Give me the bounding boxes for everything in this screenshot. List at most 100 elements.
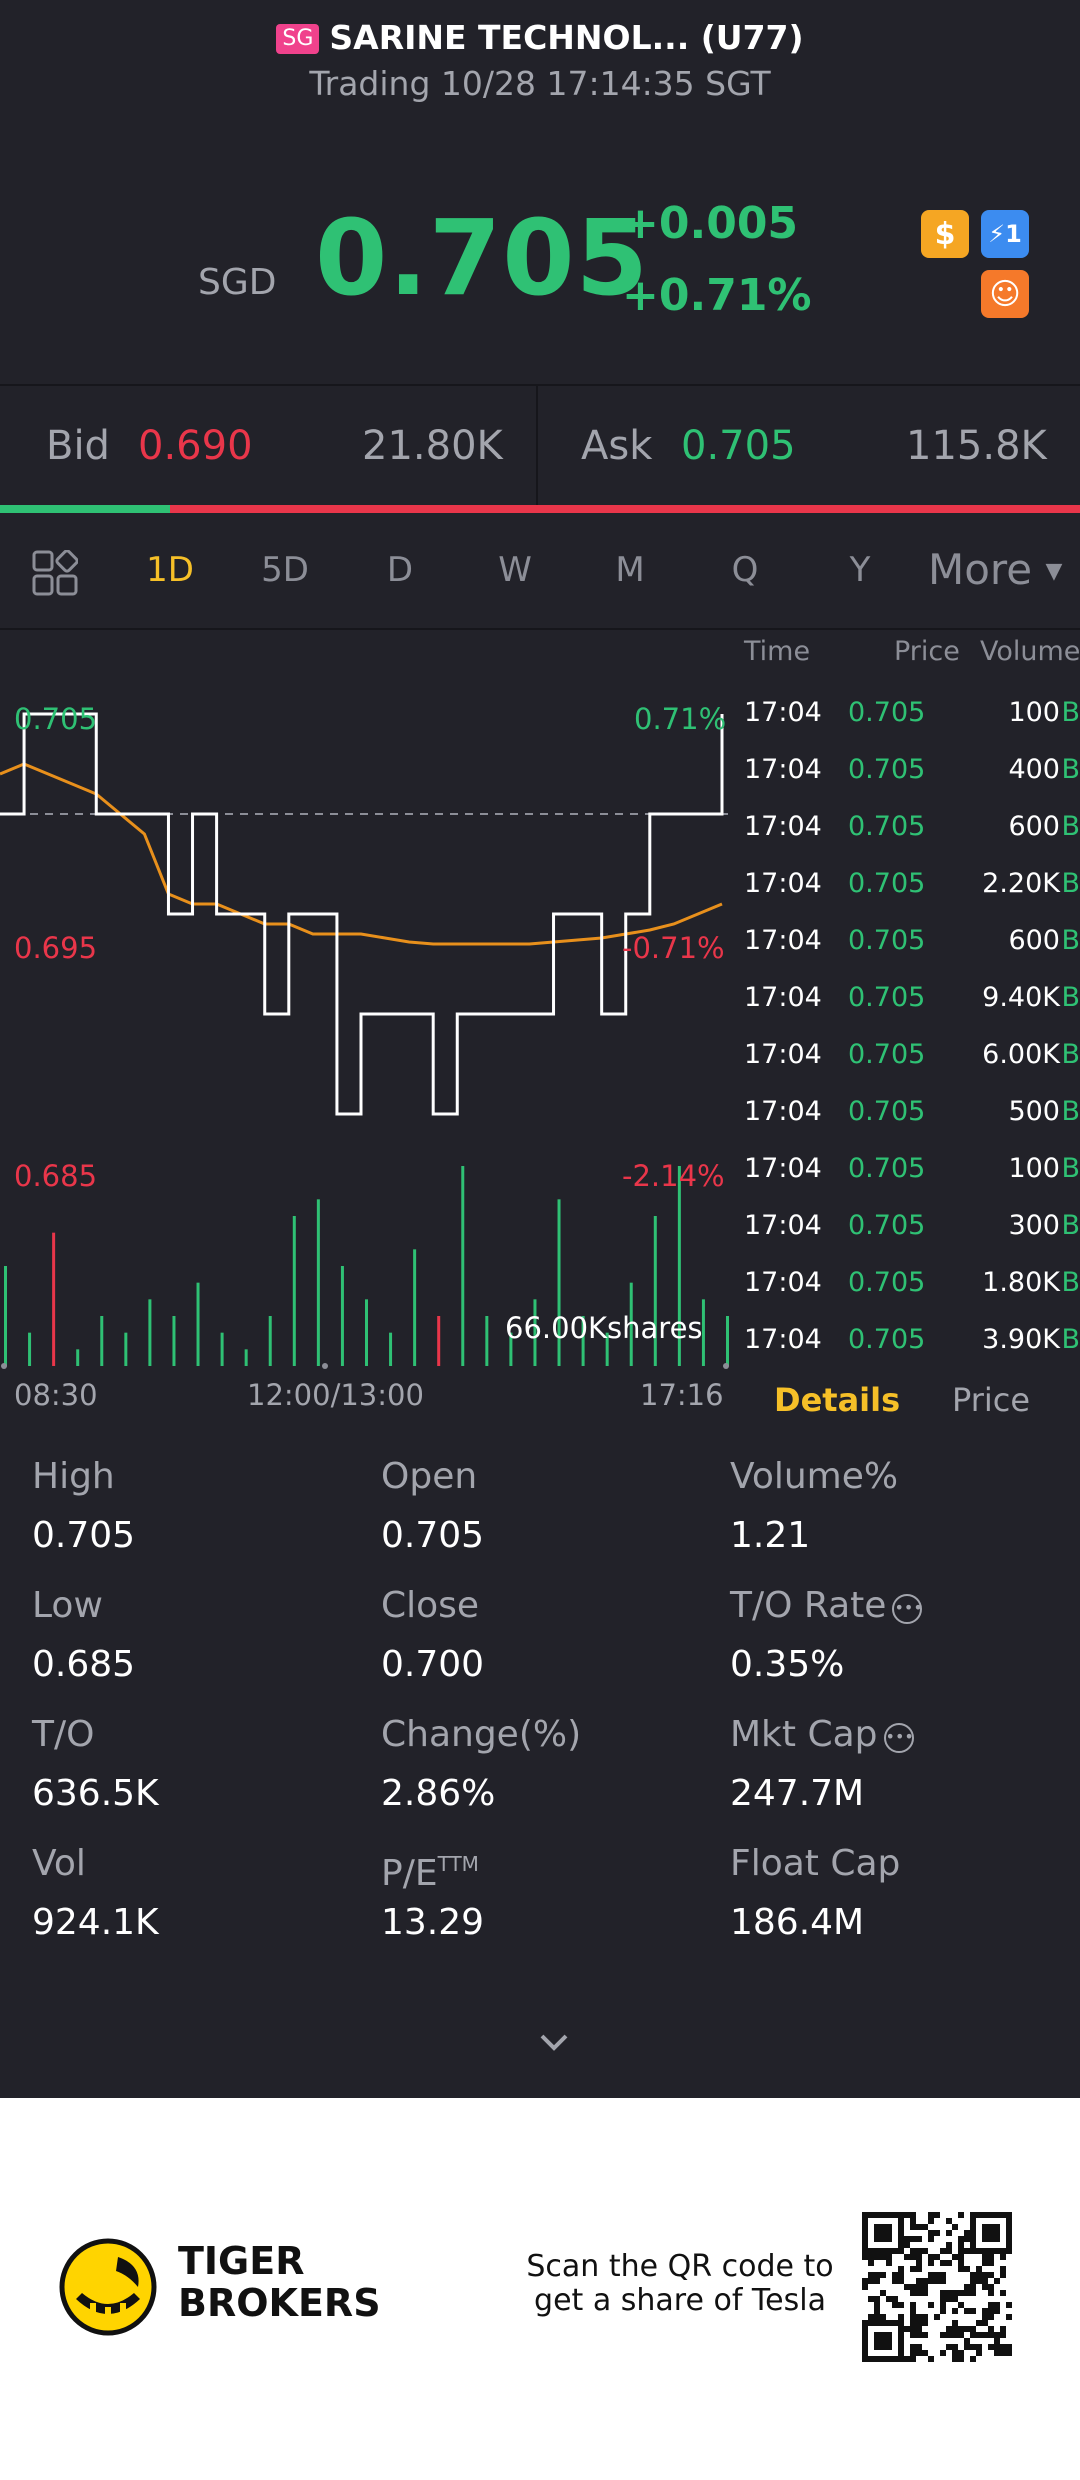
tab-5d[interactable]: 5D [261, 550, 309, 590]
stock-title: SARINE TECHNOL... (U77) [329, 18, 804, 57]
stat-volume-pct-value: 1.21 [730, 1515, 811, 1556]
chart-pct-top: 0.71% [634, 702, 727, 736]
qr-code [862, 2212, 1012, 2366]
scan-qr-caption: Scan the QR code to get a share of Tesla [526, 2249, 834, 2318]
ts-row: 17:04 0.705 3.90K B [740, 1311, 1080, 1368]
time-label-open: 08:30 [14, 1378, 98, 1412]
price-change: +0.005 [622, 198, 799, 249]
time-label-break: 12:00/13:00 [247, 1378, 424, 1412]
volume-bar [677, 1166, 681, 1366]
intraday-chart[interactable] [0, 630, 730, 1370]
ts-time: 17:04 [744, 697, 822, 728]
avg-price-line [0, 762, 723, 946]
stat-mkt-cap-label[interactable]: Mkt Cap ••• [730, 1714, 914, 1755]
time-label-now: 17:16 [640, 1378, 724, 1412]
volume-bar [4, 1266, 7, 1366]
ts-row: 17:04 0.705 400 B [740, 741, 1080, 798]
volume-bar [196, 1282, 200, 1366]
lightning-badge-icon[interactable]: ⚡1 [981, 210, 1029, 258]
bid-label: Bid [46, 423, 110, 469]
volume-bar [485, 1316, 489, 1366]
stat-high-label: High [32, 1456, 115, 1497]
ts-time: 17:04 [744, 1267, 822, 1298]
stat-to-rate-label[interactable]: T/O Rate ••• [730, 1585, 923, 1626]
volume-bar [557, 1199, 561, 1366]
volume-bar [268, 1316, 272, 1366]
ts-volume: 600 [1008, 925, 1060, 956]
tab-m[interactable]: M [615, 550, 645, 590]
stat-pe-label: P/ETTM [381, 1852, 479, 1894]
stat-low-value: 0.685 [32, 1644, 136, 1685]
volume-bar [52, 1232, 56, 1366]
trading-status: Trading 10/28 17:14:35 SGT [309, 64, 771, 103]
ts-time: 17:04 [744, 925, 822, 956]
dollar-badge-icon[interactable]: $ [921, 210, 969, 258]
ts-side: B [1061, 982, 1080, 1013]
ts-volume: 100 [1008, 1153, 1060, 1184]
volume-bar [340, 1266, 344, 1366]
ts-side: B [1061, 1039, 1080, 1070]
ts-price: 0.705 [848, 1324, 926, 1355]
ts-side: B [1061, 1324, 1080, 1355]
tab-q[interactable]: Q [731, 550, 759, 590]
ts-price: 0.705 [848, 1210, 926, 1241]
stat-change-pct-label: Change(%) [381, 1714, 582, 1755]
volume-scale-label: 66.00Kshares [505, 1311, 703, 1345]
ts-price: 0.705 [848, 811, 926, 842]
volume-bar [316, 1199, 320, 1366]
stat-float-cap-label: Float Cap [730, 1843, 901, 1884]
grid-menu-icon[interactable] [32, 549, 79, 600]
tab-1d[interactable]: 1D [146, 550, 194, 590]
volume-bar [292, 1216, 296, 1366]
tab-details[interactable]: Details [774, 1381, 901, 1419]
ts-time: 17:04 [744, 811, 822, 842]
chart-price-mid: 0.695 [14, 931, 98, 965]
ts-price: 0.705 [848, 1039, 926, 1070]
ts-header-price: Price [894, 636, 960, 667]
volume-bar [172, 1316, 176, 1366]
ask-price: 0.705 [681, 423, 796, 469]
volume-bar [365, 1299, 368, 1366]
more-info-icon[interactable]: ••• [892, 1594, 923, 1624]
price-line [0, 712, 724, 1116]
stat-close-value: 0.700 [381, 1644, 485, 1685]
volume-bar [629, 1282, 633, 1366]
volume-bar [100, 1316, 104, 1366]
stat-to-value: 636.5K [32, 1773, 159, 1814]
volume-bar [605, 1332, 609, 1366]
ts-time: 17:04 [744, 1039, 822, 1070]
tab-d[interactable]: D [386, 550, 414, 590]
brand-name: TIGER BROKERS [178, 2239, 381, 2325]
ts-price: 0.705 [848, 982, 926, 1013]
volume-bar [509, 1332, 513, 1366]
expand-chevron-icon[interactable] [536, 2030, 572, 2058]
market-tag: SG [276, 24, 320, 54]
stat-vol-value: 924.1K [32, 1902, 159, 1943]
bid-ask-separator [536, 386, 538, 506]
ts-volume: 6.00K [982, 1039, 1060, 1070]
currency-label: SGD [198, 262, 277, 303]
ts-row: 17:04 0.705 9.40K B [740, 969, 1080, 1026]
tab-y[interactable]: Y [849, 550, 871, 590]
volume-bar [244, 1349, 248, 1366]
ts-time: 17:04 [744, 1210, 822, 1241]
chevron-down-icon: ▼ [1045, 559, 1063, 584]
tab-w[interactable]: W [498, 550, 532, 590]
more-info-icon[interactable]: ••• [883, 1723, 914, 1753]
volume-bar [701, 1299, 705, 1366]
volume-bar [124, 1332, 128, 1366]
stock-title-bar[interactable]: SG SARINE TECHNOL... (U77) [0, 16, 1080, 60]
volume-bar [413, 1249, 417, 1366]
axis-dot [723, 1363, 729, 1369]
ts-volume: 600 [1008, 811, 1060, 842]
ts-price: 0.705 [848, 868, 926, 899]
volume-bar [220, 1332, 224, 1366]
ts-price: 0.705 [848, 1267, 926, 1298]
ts-side: B [1061, 1096, 1080, 1127]
tab-more[interactable]: More ▼ [928, 545, 1063, 594]
tab-price-distribution[interactable]: Price [952, 1381, 1031, 1419]
margin-badge-icon[interactable]: ☺ [981, 270, 1029, 318]
ts-row: 17:04 0.705 500 B [740, 1083, 1080, 1140]
ts-price: 0.705 [848, 1096, 926, 1127]
stat-change-pct-value: 2.86% [381, 1773, 496, 1814]
